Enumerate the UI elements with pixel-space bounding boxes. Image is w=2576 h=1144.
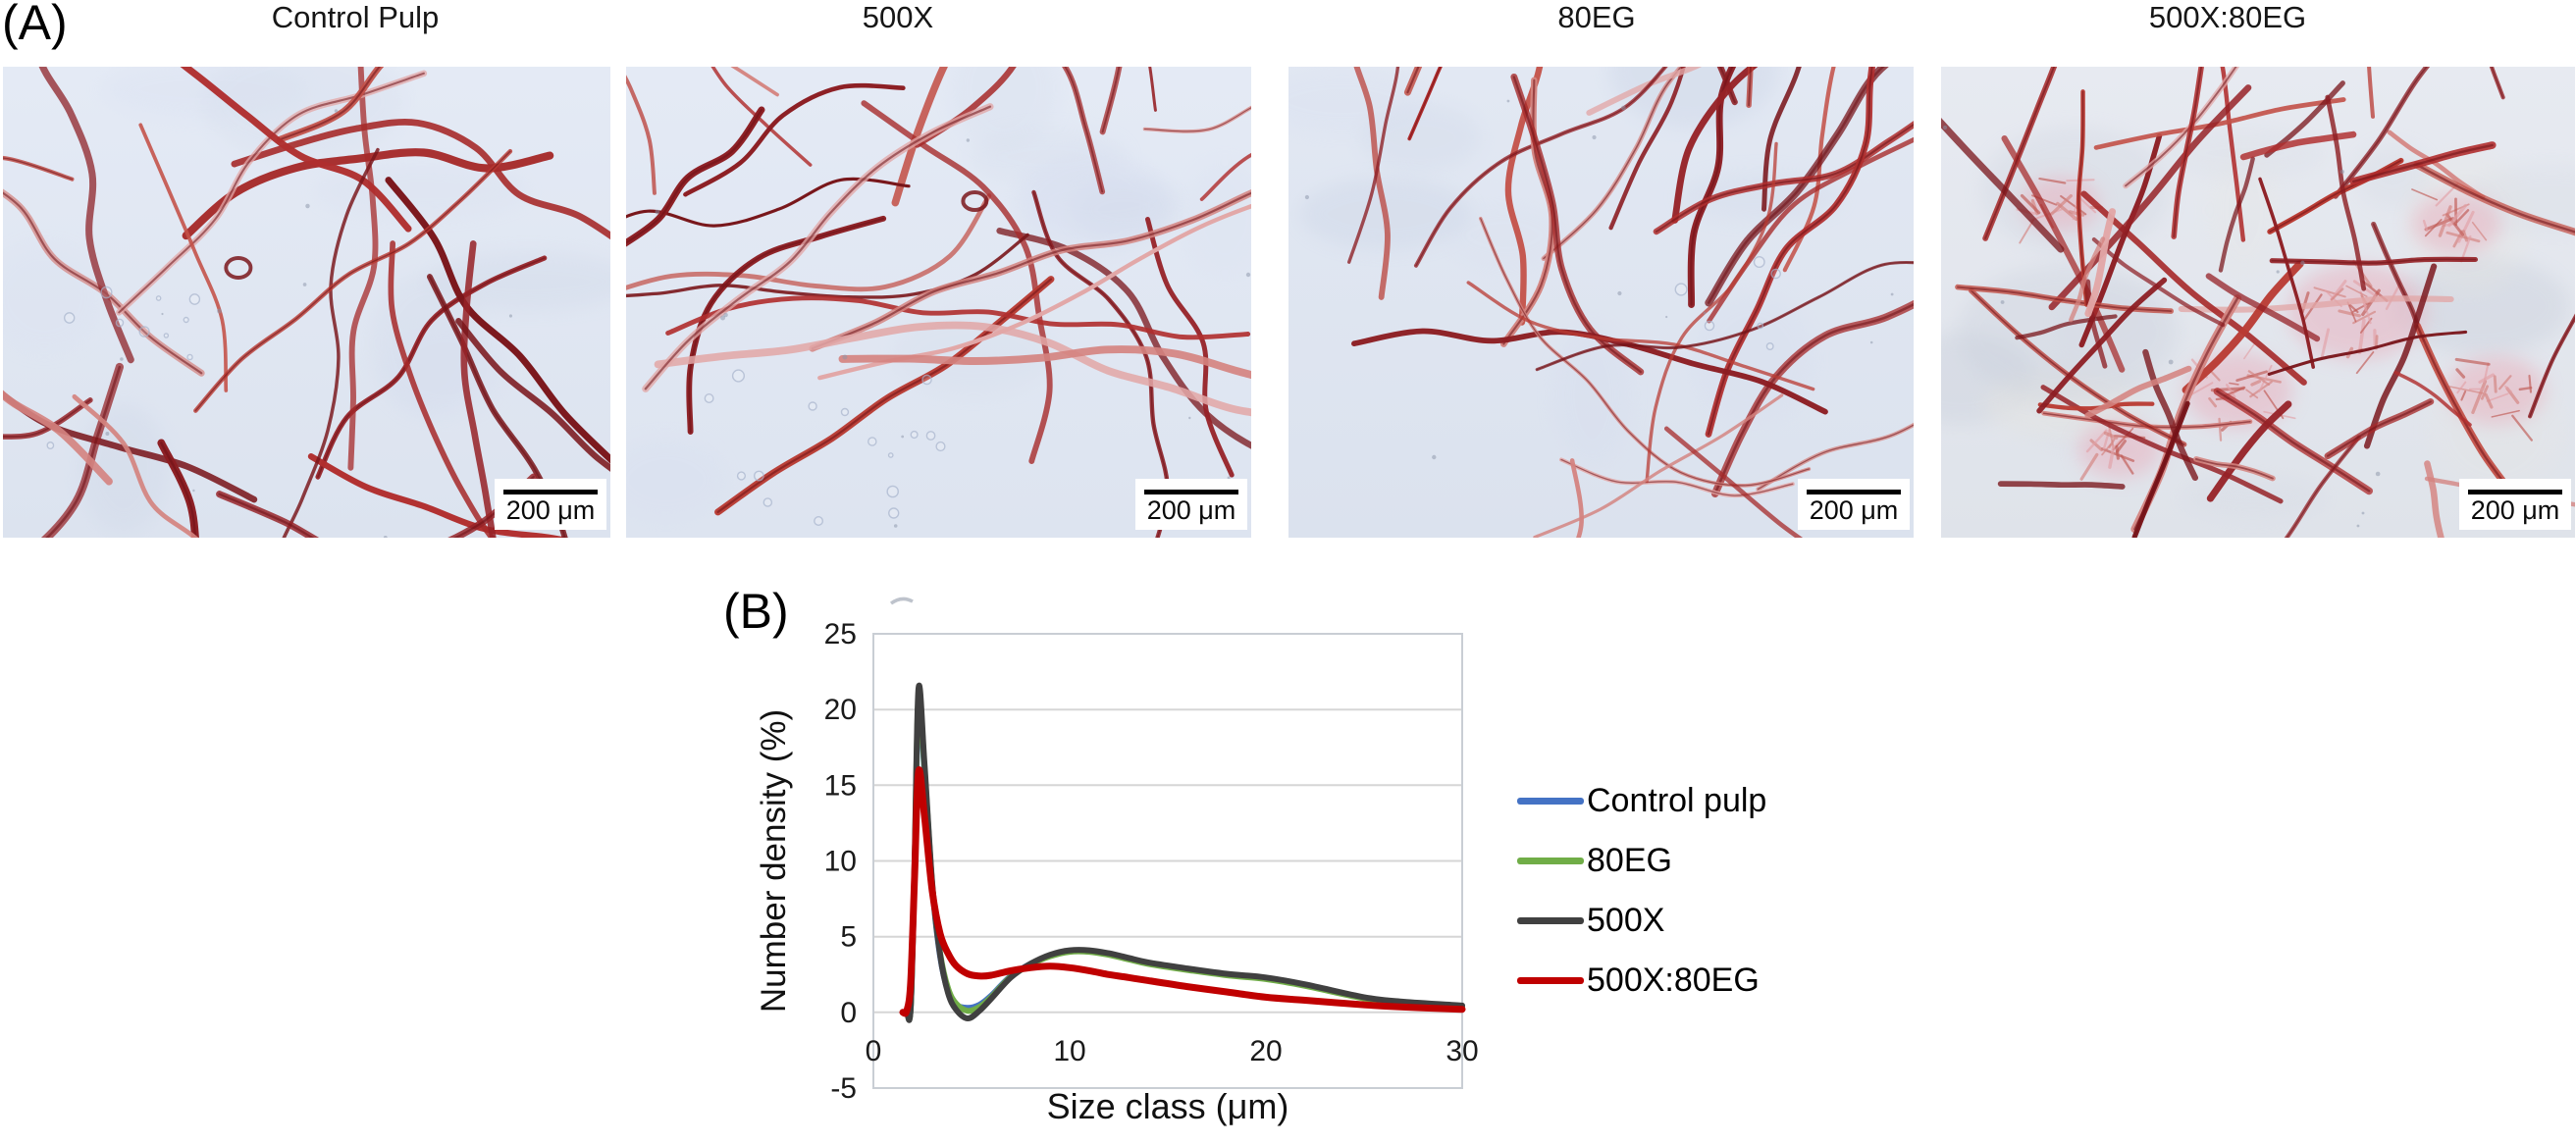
size-distribution-chart: -5 0 5 10 15 20 25 0 10 20 30 Number density (%) Siz…	[756, 597, 1479, 1126]
x-axis-title: Size class (μm)	[1047, 1086, 1289, 1126]
legend-line-sample	[1517, 976, 1584, 984]
legend-line-sample	[1517, 857, 1584, 864]
series-line-500x	[900, 682, 1465, 1023]
scale-bar-label: 200 μm	[505, 495, 596, 526]
micrograph-80eg: 200 μm	[1288, 67, 1914, 538]
y-tick-label-20: 20	[824, 694, 857, 726]
micrograph-title-500x: 500X	[862, 0, 934, 34]
legend-line-sample	[1517, 797, 1584, 805]
legend-label: 500X	[1587, 901, 1665, 939]
micrograph-image-500x-80eg	[1941, 67, 2575, 538]
legend-entry-80eg: 80EG	[1517, 841, 1766, 880]
scale-bar: 200 μm	[495, 479, 606, 530]
micrograph-500x-80eg: 200 μm	[1941, 67, 2575, 538]
legend-entry-500x: 500X	[1517, 901, 1766, 940]
x-tick-label-0: 0	[866, 1035, 882, 1067]
y-tick-label--5: -5	[830, 1072, 857, 1105]
micrograph-500x: 200 μm	[626, 67, 1251, 538]
series-line-500x-80eg	[899, 766, 1466, 1017]
legend-entry-500x-80eg: 500X:80EG	[1517, 961, 1766, 1000]
micrograph-control-pulp: 200 μm	[3, 67, 610, 538]
y-axis-title: Number density (%)	[756, 709, 793, 1013]
x-tick-label-30: 30	[1446, 1035, 1478, 1067]
micrograph-title-500x-80eg: 500X:80EG	[2148, 0, 2307, 34]
micrograph-image-control-pulp	[3, 67, 610, 538]
y-tick-label-15: 15	[824, 769, 857, 802]
scale-bar-line	[503, 490, 598, 495]
artifact-dash	[889, 597, 914, 605]
scale-bar-label: 200 μm	[1809, 495, 1899, 526]
scale-bar-line	[1807, 490, 1901, 495]
y-tick-label-5: 5	[840, 921, 857, 954]
legend-label: 80EG	[1587, 841, 1672, 879]
scale-bar: 200 μm	[1135, 479, 1247, 530]
micrograph-title-80eg: 80EG	[1557, 0, 1636, 34]
scale-bar: 200 μm	[2459, 479, 2571, 530]
scale-bar-label: 200 μm	[1146, 495, 1236, 526]
micrograph-image-500x	[626, 67, 1251, 538]
micrograph-image-80eg	[1288, 67, 1914, 538]
legend: Control pulp 80EG 500X 500X:80EG	[1517, 781, 1766, 1020]
y-tick-label-0: 0	[840, 997, 857, 1029]
x-tick-label-10: 10	[1053, 1035, 1085, 1067]
scale-bar: 200 μm	[1798, 479, 1910, 530]
panel-a-label: (A)	[2, 0, 68, 50]
plot-border	[872, 633, 1463, 1089]
y-tick-label-25: 25	[824, 618, 857, 650]
scale-bar-line	[1144, 490, 1238, 495]
legend-entry-control-pulp: Control pulp	[1517, 781, 1766, 820]
scale-bar-line	[2468, 490, 2562, 495]
panel-b-label: (B)	[723, 584, 789, 639]
scale-bar-label: 200 μm	[2470, 495, 2560, 526]
legend-label: Control pulp	[1587, 781, 1767, 819]
legend-line-sample	[1517, 916, 1584, 924]
y-tick-label-10: 10	[824, 846, 857, 878]
legend-label: 500X:80EG	[1587, 961, 1760, 999]
micrograph-title-control-pulp: Control Pulp	[271, 0, 440, 34]
x-tick-label-20: 20	[1249, 1035, 1282, 1067]
